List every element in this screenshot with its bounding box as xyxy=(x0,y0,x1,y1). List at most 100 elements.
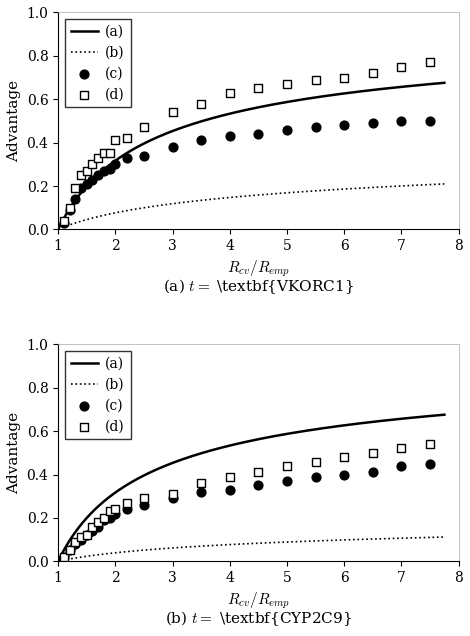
(d) xyxy=(140,494,148,504)
(d) xyxy=(94,517,102,527)
(c) xyxy=(71,539,79,549)
Text: (a) $t = $ \textbf{VKORC1}: (a) $t = $ \textbf{VKORC1} xyxy=(163,277,354,296)
(d) xyxy=(77,170,85,180)
(a) xyxy=(357,88,362,95)
(d) xyxy=(426,57,434,67)
(c) xyxy=(426,116,434,126)
(c) xyxy=(169,142,176,152)
(c) xyxy=(255,480,262,490)
(d) xyxy=(71,537,79,547)
(b) xyxy=(441,180,447,188)
(d) xyxy=(197,478,205,488)
(c) xyxy=(66,546,73,556)
(a) xyxy=(363,87,369,95)
(c) xyxy=(60,552,68,562)
(c) xyxy=(83,179,90,189)
Text: (b) $t = $ \textbf{CYP2C9}: (b) $t = $ \textbf{CYP2C9} xyxy=(165,609,352,628)
(d) xyxy=(169,489,176,499)
(d) xyxy=(398,443,405,453)
(c) xyxy=(255,129,262,139)
(d) xyxy=(197,99,205,109)
(c) xyxy=(77,534,85,544)
Legend: (a), (b), (c), (d): (a), (b), (c), (d) xyxy=(65,19,131,107)
(c) xyxy=(426,459,434,469)
(d) xyxy=(89,159,96,169)
(a) xyxy=(212,114,217,121)
(a) xyxy=(441,79,447,86)
X-axis label: $R_{cv}/R_{emp}$: $R_{cv}/R_{emp}$ xyxy=(227,259,290,279)
(d) xyxy=(312,457,320,467)
(c) xyxy=(169,494,176,504)
(d) xyxy=(111,504,119,515)
(d) xyxy=(106,148,113,158)
Y-axis label: Advantage: Advantage xyxy=(7,411,21,494)
(b) xyxy=(95,213,101,221)
(d) xyxy=(66,546,73,556)
(d) xyxy=(426,439,434,449)
(a) xyxy=(55,557,61,565)
(b) xyxy=(55,558,61,565)
(c) xyxy=(100,166,108,176)
(c) xyxy=(106,163,113,174)
(a) xyxy=(55,226,61,233)
(d) xyxy=(83,166,90,176)
(d) xyxy=(71,183,79,193)
(c) xyxy=(111,159,119,169)
(b) xyxy=(321,186,326,194)
(d) xyxy=(283,460,291,471)
(c) xyxy=(77,183,85,193)
Legend: (a), (b), (c), (d): (a), (b), (c), (d) xyxy=(65,351,131,439)
(d) xyxy=(312,74,320,85)
(a) xyxy=(321,424,326,432)
(a) xyxy=(321,92,326,100)
(d) xyxy=(226,472,234,482)
(a) xyxy=(441,411,447,418)
(c) xyxy=(89,174,96,184)
Line: (b): (b) xyxy=(58,184,444,230)
(c) xyxy=(123,504,131,515)
Line: (a): (a) xyxy=(58,415,444,561)
(d) xyxy=(369,448,376,458)
(c) xyxy=(89,526,96,536)
(c) xyxy=(94,170,102,180)
(b) xyxy=(226,194,231,202)
(d) xyxy=(340,452,348,462)
(c) xyxy=(100,515,108,525)
(c) xyxy=(83,530,90,541)
(c) xyxy=(140,151,148,161)
(c) xyxy=(197,135,205,146)
(d) xyxy=(83,530,90,541)
(d) xyxy=(77,532,85,543)
(c) xyxy=(94,522,102,532)
(d) xyxy=(255,467,262,478)
(d) xyxy=(169,107,176,118)
(d) xyxy=(60,552,68,562)
(c) xyxy=(71,194,79,204)
(d) xyxy=(106,506,113,516)
(c) xyxy=(312,472,320,482)
(c) xyxy=(111,509,119,519)
(d) xyxy=(100,148,108,158)
(c) xyxy=(398,460,405,471)
(b) xyxy=(226,541,231,548)
(b) xyxy=(212,542,217,550)
(b) xyxy=(441,533,447,541)
(b) xyxy=(357,536,362,543)
(d) xyxy=(100,513,108,523)
(c) xyxy=(226,131,234,141)
(a) xyxy=(95,503,101,511)
(d) xyxy=(255,83,262,93)
(c) xyxy=(226,485,234,495)
(d) xyxy=(369,68,376,78)
(c) xyxy=(398,116,405,126)
(d) xyxy=(66,203,73,213)
(d) xyxy=(94,153,102,163)
(c) xyxy=(283,125,291,135)
(c) xyxy=(283,476,291,486)
(d) xyxy=(123,497,131,508)
(c) xyxy=(369,467,376,478)
(b) xyxy=(55,226,61,233)
(d) xyxy=(226,88,234,98)
(d) xyxy=(140,122,148,132)
(b) xyxy=(363,536,369,543)
